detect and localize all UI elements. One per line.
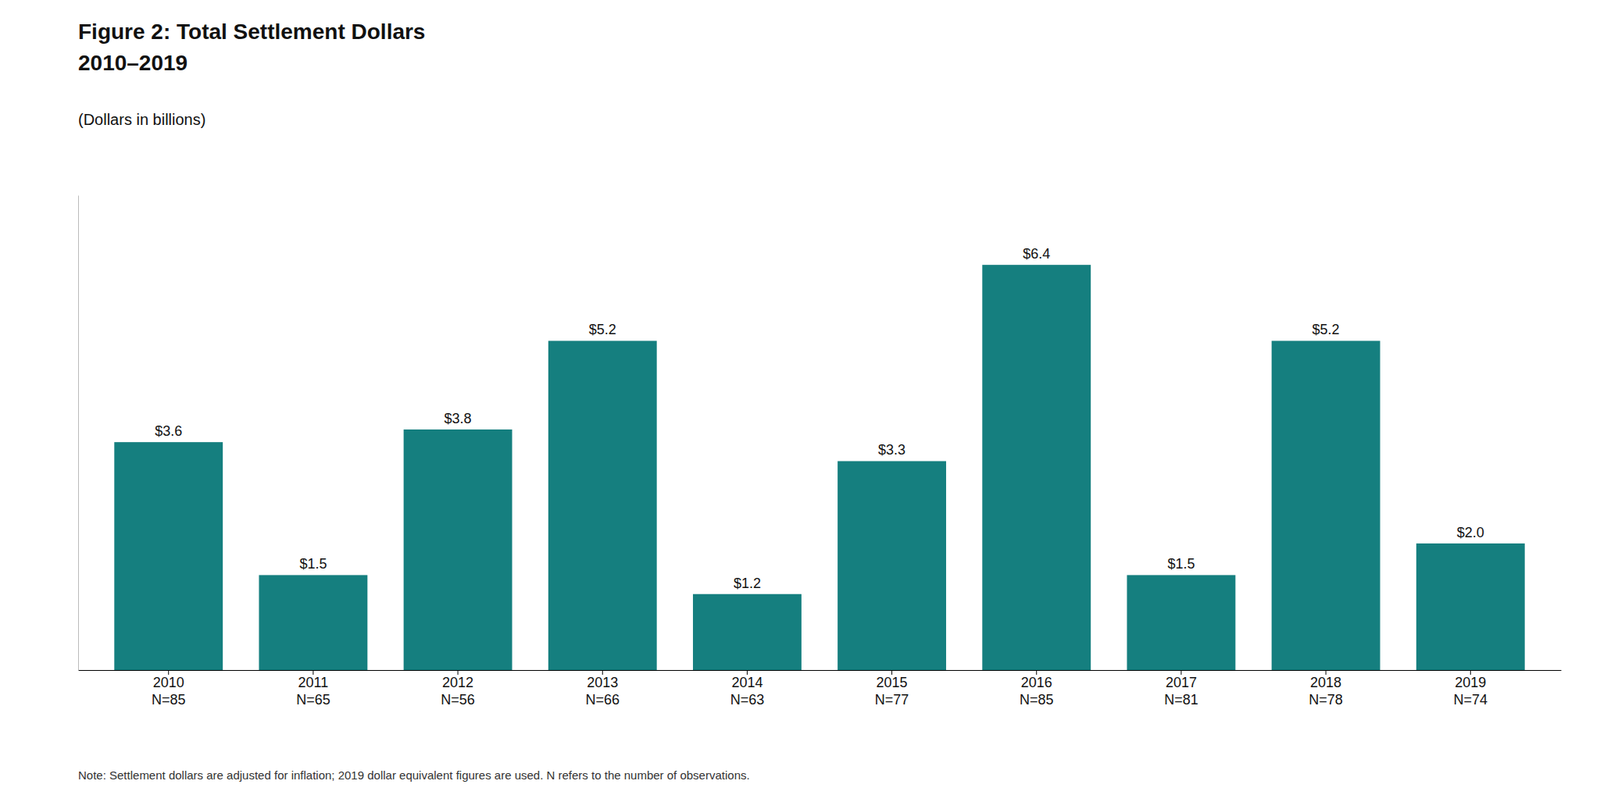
- x-tick: 2018N=78: [1308, 670, 1343, 708]
- x-tick: 2019N=74: [1453, 670, 1488, 708]
- x-tick-label-line: 2018: [1310, 675, 1342, 691]
- x-tick-label: 2010N=85: [151, 675, 186, 709]
- x-tick: 2014N=63: [730, 670, 765, 708]
- x-tick-label-line: 2019: [1454, 675, 1486, 691]
- data-label: $3.3: [878, 442, 906, 458]
- x-tick-label-line: 2010: [153, 675, 185, 691]
- x-tick: 2013N=66: [585, 670, 620, 708]
- note: Note: Settlement dollars are adjusted fo…: [78, 768, 750, 783]
- data-label: $1.5: [299, 556, 327, 572]
- x-tick-label-line: 2016: [1021, 675, 1053, 691]
- x-tick-label: 2011N=65: [296, 675, 331, 709]
- x-tick-label-line: 2011: [298, 675, 329, 691]
- bars: [114, 264, 1525, 671]
- subtitle: (Dollars in billions): [78, 110, 206, 129]
- x-tick-label: 2013N=66: [585, 675, 620, 709]
- x-tick-label: 2012N=56: [440, 675, 475, 709]
- data-labels: $3.6 $1.5 $3.8 $5.2 $1.2 $3.3 $6.4 $1.5 $5.2 $2.0: [154, 246, 1485, 592]
- x-tick-label-line: N=56: [440, 692, 475, 708]
- data-label: $2.0: [1457, 525, 1485, 541]
- x-tick-label-line: N=85: [1019, 692, 1054, 708]
- x-tick: 2015N=77: [875, 670, 910, 708]
- x-tick-label-line: 2014: [731, 675, 763, 691]
- x-tick-label-line: N=66: [585, 692, 620, 708]
- x-tick-label: 2015N=77: [875, 675, 910, 709]
- x-axis: 2010N=852011N=652012N=562013N=662014N=63…: [78, 670, 1562, 708]
- x-tick-label-line: N=85: [151, 692, 186, 708]
- x-tick-label-line: N=77: [875, 692, 910, 708]
- data-label: $1.5: [1167, 556, 1195, 572]
- x-tick: 2010N=85: [151, 670, 186, 708]
- bar: [114, 442, 223, 671]
- title: Figure 2: Total Settlement Dollars: [78, 19, 425, 44]
- chart-svg: Figure 2: Total Settlement Dollars 2010–2…: [0, 0, 1600, 795]
- x-axis-line: [78, 670, 1562, 672]
- x-tick-label-line: N=78: [1308, 692, 1343, 708]
- data-label: $3.6: [154, 423, 183, 440]
- data-label: $5.2: [589, 321, 617, 338]
- bar: [548, 340, 658, 671]
- bar: [1126, 575, 1236, 671]
- x-tick-label-line: N=65: [296, 692, 331, 708]
- x-tick-label: 2017N=81: [1164, 675, 1199, 709]
- x-tick: 2017N=81: [1164, 670, 1199, 708]
- data-label: $1.2: [733, 575, 761, 592]
- bar: [258, 575, 368, 671]
- x-tick-label-line: N=63: [730, 692, 765, 708]
- title: 2010–2019: [78, 50, 188, 75]
- data-label: $6.4: [1022, 246, 1050, 262]
- bar: [692, 594, 802, 671]
- bar: [982, 264, 1091, 671]
- x-tick: 2016N=85: [1019, 670, 1054, 708]
- bar: [403, 429, 513, 671]
- x-tick-label: 2014N=63: [730, 675, 765, 709]
- y-axis: [78, 196, 79, 672]
- x-tick-label-line: 2017: [1165, 675, 1197, 691]
- x-tick-label-line: 2015: [876, 675, 908, 691]
- x-tick-label: 2019N=74: [1453, 675, 1488, 709]
- x-tick-label-line: N=81: [1164, 692, 1199, 708]
- x-tick-label: 2018N=78: [1308, 675, 1343, 709]
- plot: $3.6 $1.5 $3.8 $5.2 $1.2 $3.3 $6.4 $1.5 $5.2 $2.0…: [78, 196, 1562, 709]
- bar: [837, 460, 947, 671]
- data-label: $5.2: [1312, 321, 1340, 338]
- bar: [1416, 543, 1525, 671]
- data-label: $3.8: [444, 410, 472, 427]
- x-tick-label-line: 2013: [586, 675, 618, 691]
- x-tick: 2011N=65: [296, 670, 331, 708]
- x-tick-label: 2016N=85: [1019, 675, 1054, 709]
- y-axis-line: [78, 196, 79, 672]
- x-tick-label-line: N=74: [1453, 692, 1488, 708]
- bar: [1271, 340, 1381, 671]
- x-tick-label-line: 2012: [442, 675, 474, 691]
- x-tick: 2012N=56: [440, 670, 475, 708]
